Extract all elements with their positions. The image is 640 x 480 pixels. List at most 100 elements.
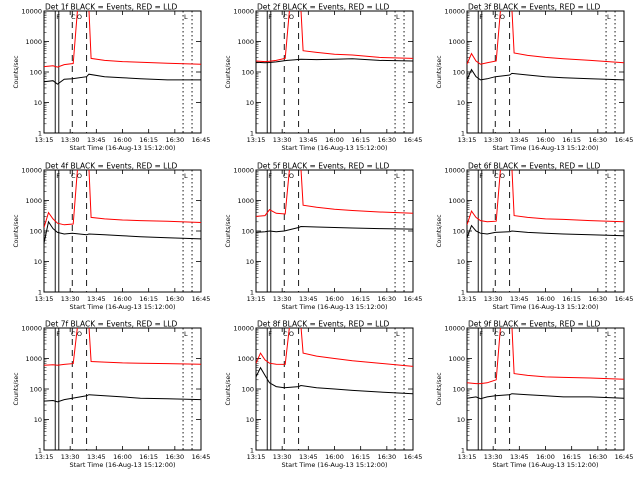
x-tick-label: 16:30 (165, 136, 184, 144)
x-tick-label: 16:00 (113, 136, 132, 144)
x-tick-label: 13:15 (458, 136, 477, 144)
y-tick-label: 1 (38, 447, 42, 455)
lld-series-line (256, 170, 413, 217)
marker-letter: O (77, 330, 82, 338)
lld-series-line (44, 170, 201, 228)
y-tick-label: 1000 (448, 38, 465, 46)
marker-letter: O (500, 330, 505, 338)
marker-letter: L (607, 172, 611, 180)
detector-panel: Det 2f BLACK = Events, RED = LLD 1 10 100 10… (225, 3, 422, 153)
marker-letter: L (396, 13, 400, 21)
y-tick-label: 1000 (25, 197, 42, 205)
detector-panel: Det 4f BLACK = Events, RED = LLD 1 10 100 10… (13, 162, 210, 312)
x-tick-label: 16:45 (404, 453, 423, 461)
x-tick-label: 13:15 (458, 453, 477, 461)
marker-letter: F (268, 13, 272, 21)
y-tick-label: 10000 (21, 8, 42, 16)
y-tick-label: 10 (34, 416, 42, 424)
x-tick-label: 16:00 (325, 295, 344, 303)
y-tick-label: 10000 (444, 167, 465, 175)
lld-series-line (467, 328, 624, 385)
y-tick-label: 10000 (444, 325, 465, 333)
marker-letter: F (268, 172, 272, 180)
lld-series-line (44, 328, 201, 366)
series-group (256, 328, 413, 395)
x-axis-label: Start Time (16-Aug-13 15:12:00) (281, 144, 387, 152)
plot-frame (43, 169, 202, 293)
detector-panel: Det 3f BLACK = Events, RED = LLD 1 10 100 10… (436, 3, 633, 153)
detector-panel: Det 6f BLACK = Events, RED = LLD 1 10 100 10… (436, 162, 633, 312)
marker-letter: L (396, 172, 400, 180)
x-tick-label: 16:00 (536, 453, 555, 461)
x-tick-label: 16:00 (113, 453, 132, 461)
x-tick-label: 13:30 (61, 136, 80, 144)
series-group (256, 11, 413, 64)
x-tick-label: 16:15 (562, 295, 581, 303)
panel-title: Det 6f BLACK = Events, RED = LLD (468, 162, 601, 171)
y-tick-label: 1000 (448, 355, 465, 363)
x-tick-label: 16:15 (139, 136, 158, 144)
marker-letter: F (268, 330, 272, 338)
plot-frame (466, 169, 625, 293)
x-tick-label: 13:15 (247, 453, 266, 461)
x-tick-label: 16:00 (113, 295, 132, 303)
y-tick-label: 1 (38, 289, 42, 297)
y-axis-label: Counts/sec (13, 214, 20, 247)
x-tick-label: 13:45 (299, 453, 318, 461)
marker-letter: O (289, 172, 294, 180)
y-tick-label: 100 (30, 69, 42, 77)
y-tick-label: 1000 (25, 38, 42, 46)
x-tick-label: 16:00 (536, 136, 555, 144)
marker-letter: C (283, 172, 288, 180)
series-group (467, 11, 624, 81)
x-axis-label: Start Time (16-Aug-13 15:12:00) (492, 144, 598, 152)
x-tick-label: 16:30 (588, 453, 607, 461)
y-tick-label: 10 (457, 258, 465, 266)
y-tick-label: 1 (250, 130, 254, 138)
events-series-line (44, 73, 201, 85)
series-group (44, 11, 201, 85)
x-tick-label: 16:45 (404, 295, 423, 303)
y-tick-label: 10000 (233, 167, 254, 175)
y-tick-label: 100 (30, 386, 42, 394)
marker-letter: C (494, 330, 499, 338)
panel-title: Det 4f BLACK = Events, RED = LLD (45, 162, 178, 171)
x-tick-label: 16:00 (325, 136, 344, 144)
marker-letter: L (184, 13, 188, 21)
lld-series-line (256, 328, 413, 367)
events-series-line (256, 225, 413, 233)
marker-letter: L (184, 172, 188, 180)
y-tick-label: 10 (34, 258, 42, 266)
x-tick-label: 16:00 (536, 295, 555, 303)
y-tick-label: 100 (242, 228, 254, 236)
detector-panel: Det 1f BLACK = Events, RED = LLD 1 10 100 10… (13, 3, 210, 153)
x-tick-label: 16:45 (404, 136, 423, 144)
x-tick-label: 13:15 (247, 136, 266, 144)
marker-letter: O (289, 13, 294, 21)
plot-frame (466, 327, 625, 451)
marker-letter: C (71, 330, 76, 338)
x-tick-label: 13:45 (510, 453, 529, 461)
x-tick-label: 16:15 (351, 136, 370, 144)
x-tick-label: 13:30 (484, 295, 503, 303)
lld-series-line (256, 11, 413, 63)
plot-frame (43, 10, 202, 134)
y-axis-label: Counts/sec (436, 55, 443, 88)
panel-title: Det 1f BLACK = Events, RED = LLD (45, 3, 178, 12)
series-group (44, 170, 201, 244)
lld-series-line (467, 170, 624, 225)
marker-letter: O (500, 13, 505, 21)
x-tick-label: 13:45 (510, 136, 529, 144)
y-tick-label: 1000 (25, 355, 42, 363)
x-tick-label: 16:30 (165, 295, 184, 303)
y-tick-label: 10000 (21, 167, 42, 175)
marker-letter: C (283, 330, 288, 338)
x-tick-label: 16:30 (165, 453, 184, 461)
y-tick-label: 100 (453, 69, 465, 77)
marker-letter: F (56, 330, 60, 338)
x-tick-label: 13:15 (35, 295, 54, 303)
y-tick-label: 1 (38, 130, 42, 138)
y-tick-label: 10 (457, 416, 465, 424)
y-axis-label: Counts/sec (13, 372, 20, 405)
